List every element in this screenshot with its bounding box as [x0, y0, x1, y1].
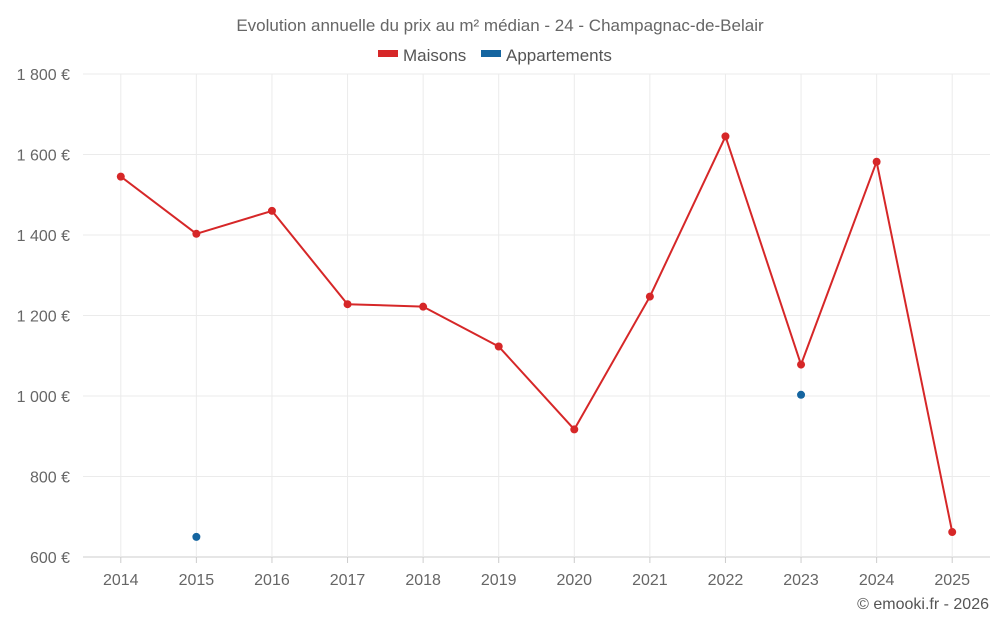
- data-point-maisons-2020[interactable]: [570, 425, 579, 434]
- x-tick-label: 2019: [481, 572, 517, 589]
- data-point-maisons-2022[interactable]: [721, 132, 730, 141]
- legend-label-appartements[interactable]: Appartements: [506, 46, 612, 65]
- legend: Maisons Appartements: [378, 46, 612, 65]
- gridlines: [83, 73, 990, 558]
- data-point-appartements-2023[interactable]: [797, 390, 806, 399]
- x-tick-label: 2023: [783, 572, 819, 589]
- series-appartements: [192, 390, 806, 541]
- credit-text: © emooki.fr - 2026: [857, 596, 989, 613]
- data-point-maisons-2021[interactable]: [645, 292, 654, 301]
- data-point-maisons-2019[interactable]: [494, 342, 503, 351]
- chart-title: Evolution annuelle du prix au m² médian …: [236, 16, 764, 35]
- y-axis: 600 € 800 € 1 000 € 1 200 € 1 400 € 1 600 € 1 …: [17, 67, 70, 567]
- x-tick-label: 2020: [556, 572, 592, 589]
- x-axis: 2014 2015 2016 2017 2018 2019 2020 2021 2022 2023…: [103, 557, 970, 589]
- y-tick-label: 600 €: [30, 550, 70, 567]
- y-tick-label: 1 400 €: [17, 228, 70, 245]
- legend-label-maisons[interactable]: Maisons: [403, 46, 466, 65]
- x-tick-label: 2021: [632, 572, 668, 589]
- y-tick-label: 1 200 €: [17, 309, 70, 326]
- data-point-maisons-2025[interactable]: [948, 528, 957, 537]
- x-tick-label: 2025: [934, 572, 970, 589]
- legend-swatch-appartements: [481, 50, 501, 57]
- data-point-maisons-2018[interactable]: [419, 302, 428, 311]
- x-tick-label: 2018: [405, 572, 441, 589]
- x-tick-label: 2014: [103, 572, 139, 589]
- x-tick-label: 2017: [330, 572, 366, 589]
- data-point-maisons-2023[interactable]: [797, 360, 806, 369]
- data-point-appartements-2015[interactable]: [192, 532, 201, 541]
- series: [116, 132, 957, 541]
- series-line-maisons: [120, 135, 954, 533]
- data-point-maisons-2017[interactable]: [343, 300, 352, 309]
- legend-swatch-maisons: [378, 50, 398, 57]
- y-tick-label: 1 000 €: [17, 389, 70, 406]
- data-point-maisons-2016[interactable]: [267, 206, 276, 215]
- x-tick-label: 2016: [254, 572, 290, 589]
- data-point-maisons-2024[interactable]: [872, 157, 881, 166]
- x-tick-label: 2024: [859, 572, 895, 589]
- y-tick-label: 1 600 €: [17, 148, 70, 165]
- data-point-maisons-2015[interactable]: [192, 229, 201, 238]
- series-maisons: [116, 132, 957, 537]
- x-tick-label: 2015: [179, 572, 215, 589]
- y-tick-label: 1 800 €: [17, 67, 70, 84]
- y-tick-label: 800 €: [30, 470, 70, 487]
- data-point-maisons-2014[interactable]: [116, 172, 125, 181]
- x-tick-label: 2022: [708, 572, 744, 589]
